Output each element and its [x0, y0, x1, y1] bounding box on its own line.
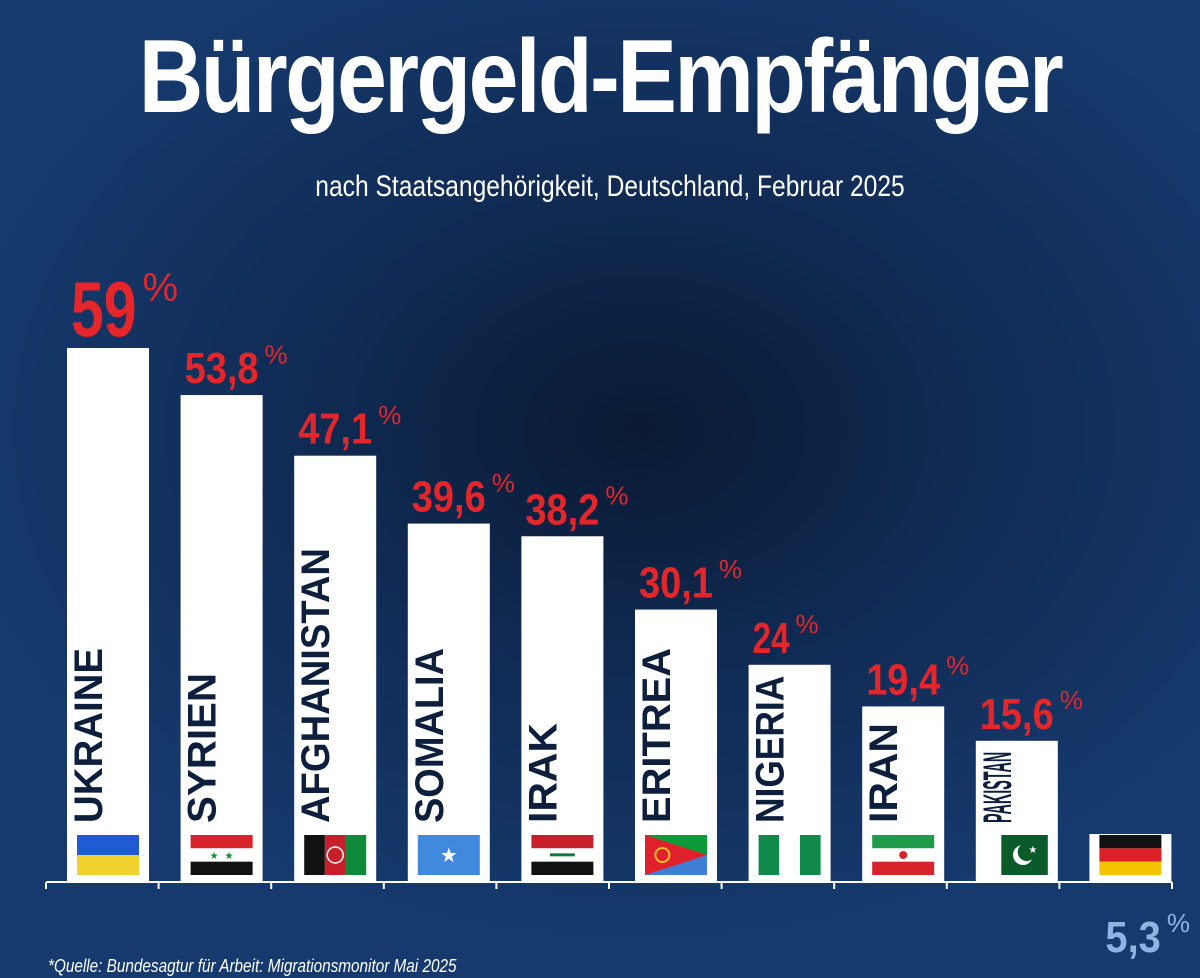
bar-group: ★ ★ SYRIEN 53,8% [180, 339, 288, 882]
flag-star: ★ [1028, 845, 1037, 856]
flag-stripe [77, 835, 139, 855]
bar-unit-label: % [946, 651, 969, 681]
bar-value-label: 5,3 [1105, 913, 1160, 962]
flag-stripe [190, 848, 253, 862]
flag-emblem [654, 847, 671, 863]
bar-value-label: 38,2 [525, 485, 599, 534]
bar-group: NIGERIA 24% [748, 609, 831, 882]
bar [521, 536, 604, 882]
bar-value-label: 59 [71, 265, 137, 353]
bar-category-label: ERITREA [635, 648, 679, 823]
flag-stripe [190, 861, 253, 875]
flag-emblem [550, 853, 575, 857]
flag-stripe [985, 835, 1002, 875]
flag-stripe [304, 835, 325, 875]
flag-star: ★ [210, 851, 219, 862]
bar-group: ★ PAKISTAN 15,6% [975, 685, 1083, 882]
bar-category-label: SOMALIA [408, 648, 452, 823]
bar-category-label: SYRIEN [181, 673, 225, 823]
bar-value-label: 53,8 [185, 344, 259, 393]
flag-stripe [1099, 835, 1162, 849]
flag-emblem [326, 846, 344, 864]
bar [180, 395, 263, 882]
bar-value-label: 39,6 [412, 473, 486, 522]
flag-stripe [531, 861, 594, 875]
bar-category-label: UKRAINE [67, 648, 111, 823]
bar-value-label: 47,1 [298, 405, 372, 454]
chart-title: Bürgergeld-Empfänger [138, 19, 1064, 135]
bar [294, 455, 377, 882]
flag-stripe [531, 835, 594, 849]
bar-category-label: IRAN [862, 723, 906, 823]
flag-star: ★ [225, 851, 234, 862]
bar-unit-label: % [1167, 908, 1190, 938]
flag-stripe [77, 855, 139, 875]
bar-category-label: IRAK [521, 723, 565, 823]
flag-stripe [324, 835, 346, 875]
bar-group: UKRAINE 59% [67, 265, 178, 882]
flag-stripe [1099, 861, 1162, 875]
flag-stripe [758, 835, 780, 875]
flag-triangle [645, 835, 707, 875]
flag-stripe [345, 835, 367, 875]
flag-stripe [779, 835, 800, 875]
bar-group: ERITREA 30,1% [635, 554, 742, 882]
bar-category-label: AFGHANISTAN [294, 548, 338, 823]
chart-subtitle: nach Staatsangehörigkeit, Deutschland, F… [315, 170, 905, 203]
flag-star: ★ [440, 845, 458, 867]
bar-unit-label: % [1060, 685, 1083, 715]
flag-field [417, 835, 480, 875]
flag-stripe [1099, 848, 1162, 862]
bar-unit-label: % [378, 400, 401, 430]
bar-value-label: 19,4 [866, 655, 940, 704]
source-note: *Quelle: Bundesagtur für Arbeit: Migrati… [48, 956, 457, 976]
bar-group: AFGHANISTAN 47,1% [294, 400, 401, 882]
bar-unit-label: % [143, 266, 179, 310]
flag-stripe [190, 835, 253, 849]
bar-unit-label: % [796, 609, 819, 639]
bar-unit-label: % [265, 339, 288, 369]
flag-crescent-cut [1017, 843, 1036, 861]
flag-stripe [799, 835, 821, 875]
bar-unit-label: % [492, 468, 515, 498]
bar-group: ★ SOMALIA 39,6% [407, 468, 515, 882]
flag-stripe [872, 835, 935, 849]
bar-category-label: NIGERIA [749, 676, 793, 823]
bar [407, 523, 490, 882]
bar-group: 5,3% [1089, 834, 1190, 962]
bar-group: IRAK 38,2% [521, 480, 628, 882]
bar-unit-label: % [719, 554, 742, 584]
bar-unit-label: % [605, 480, 628, 510]
bar-category-label: PAKISTAN [976, 752, 1020, 823]
bar-value-label: 15,6 [980, 690, 1054, 739]
bar-value-label: 30,1 [639, 559, 713, 608]
flag-stripe [872, 861, 935, 875]
bar-group: IRAN 19,4% [862, 651, 969, 882]
bar-value-label: 24 [753, 614, 790, 663]
flag-emblem [899, 851, 908, 859]
bar [67, 348, 149, 882]
